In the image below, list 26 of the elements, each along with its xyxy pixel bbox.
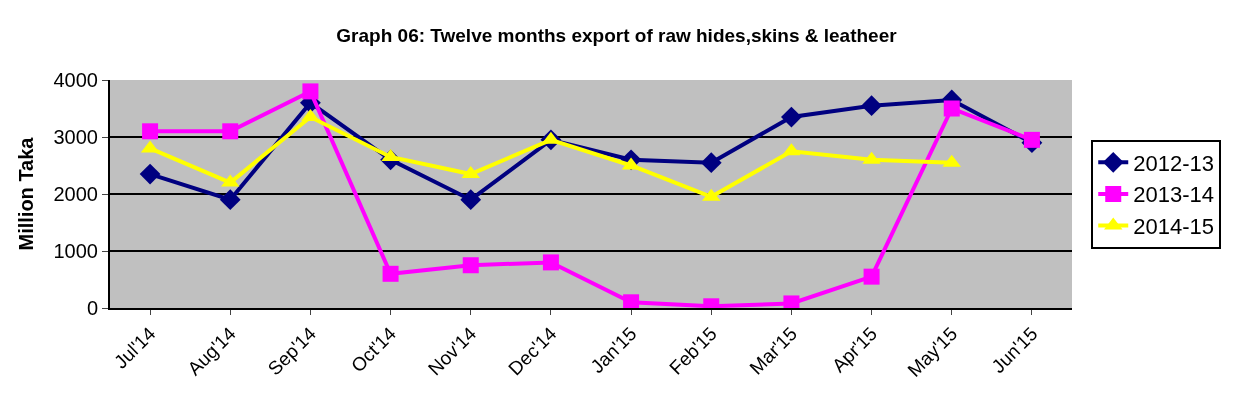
point xyxy=(222,123,239,140)
legend-label: 2012-13 xyxy=(1133,150,1214,176)
y-axis-title: Million Taka xyxy=(14,136,37,251)
point xyxy=(139,163,161,185)
y-tick-label: 1000 xyxy=(53,240,98,262)
y-tick-label: 0 xyxy=(86,297,98,319)
point xyxy=(1023,131,1040,148)
point xyxy=(943,100,960,117)
chart-title: Graph 06: Twelve months export of raw hides,skins & leatheer xyxy=(336,24,898,46)
legend-label: 2013-14 xyxy=(1133,182,1214,208)
point xyxy=(142,123,159,140)
y-tick-label: 2000 xyxy=(53,183,98,205)
point xyxy=(700,152,722,174)
point xyxy=(623,294,640,308)
y-tick-label: 3000 xyxy=(53,126,98,148)
point xyxy=(781,106,802,128)
point xyxy=(302,83,319,100)
point xyxy=(542,254,559,271)
legend-label: 2014-15 xyxy=(1133,214,1214,240)
point xyxy=(382,265,399,282)
y-tick-label: 4000 xyxy=(53,69,98,91)
point xyxy=(861,95,882,117)
point xyxy=(863,268,880,285)
point xyxy=(462,257,479,274)
point xyxy=(219,189,241,211)
point xyxy=(460,189,482,211)
